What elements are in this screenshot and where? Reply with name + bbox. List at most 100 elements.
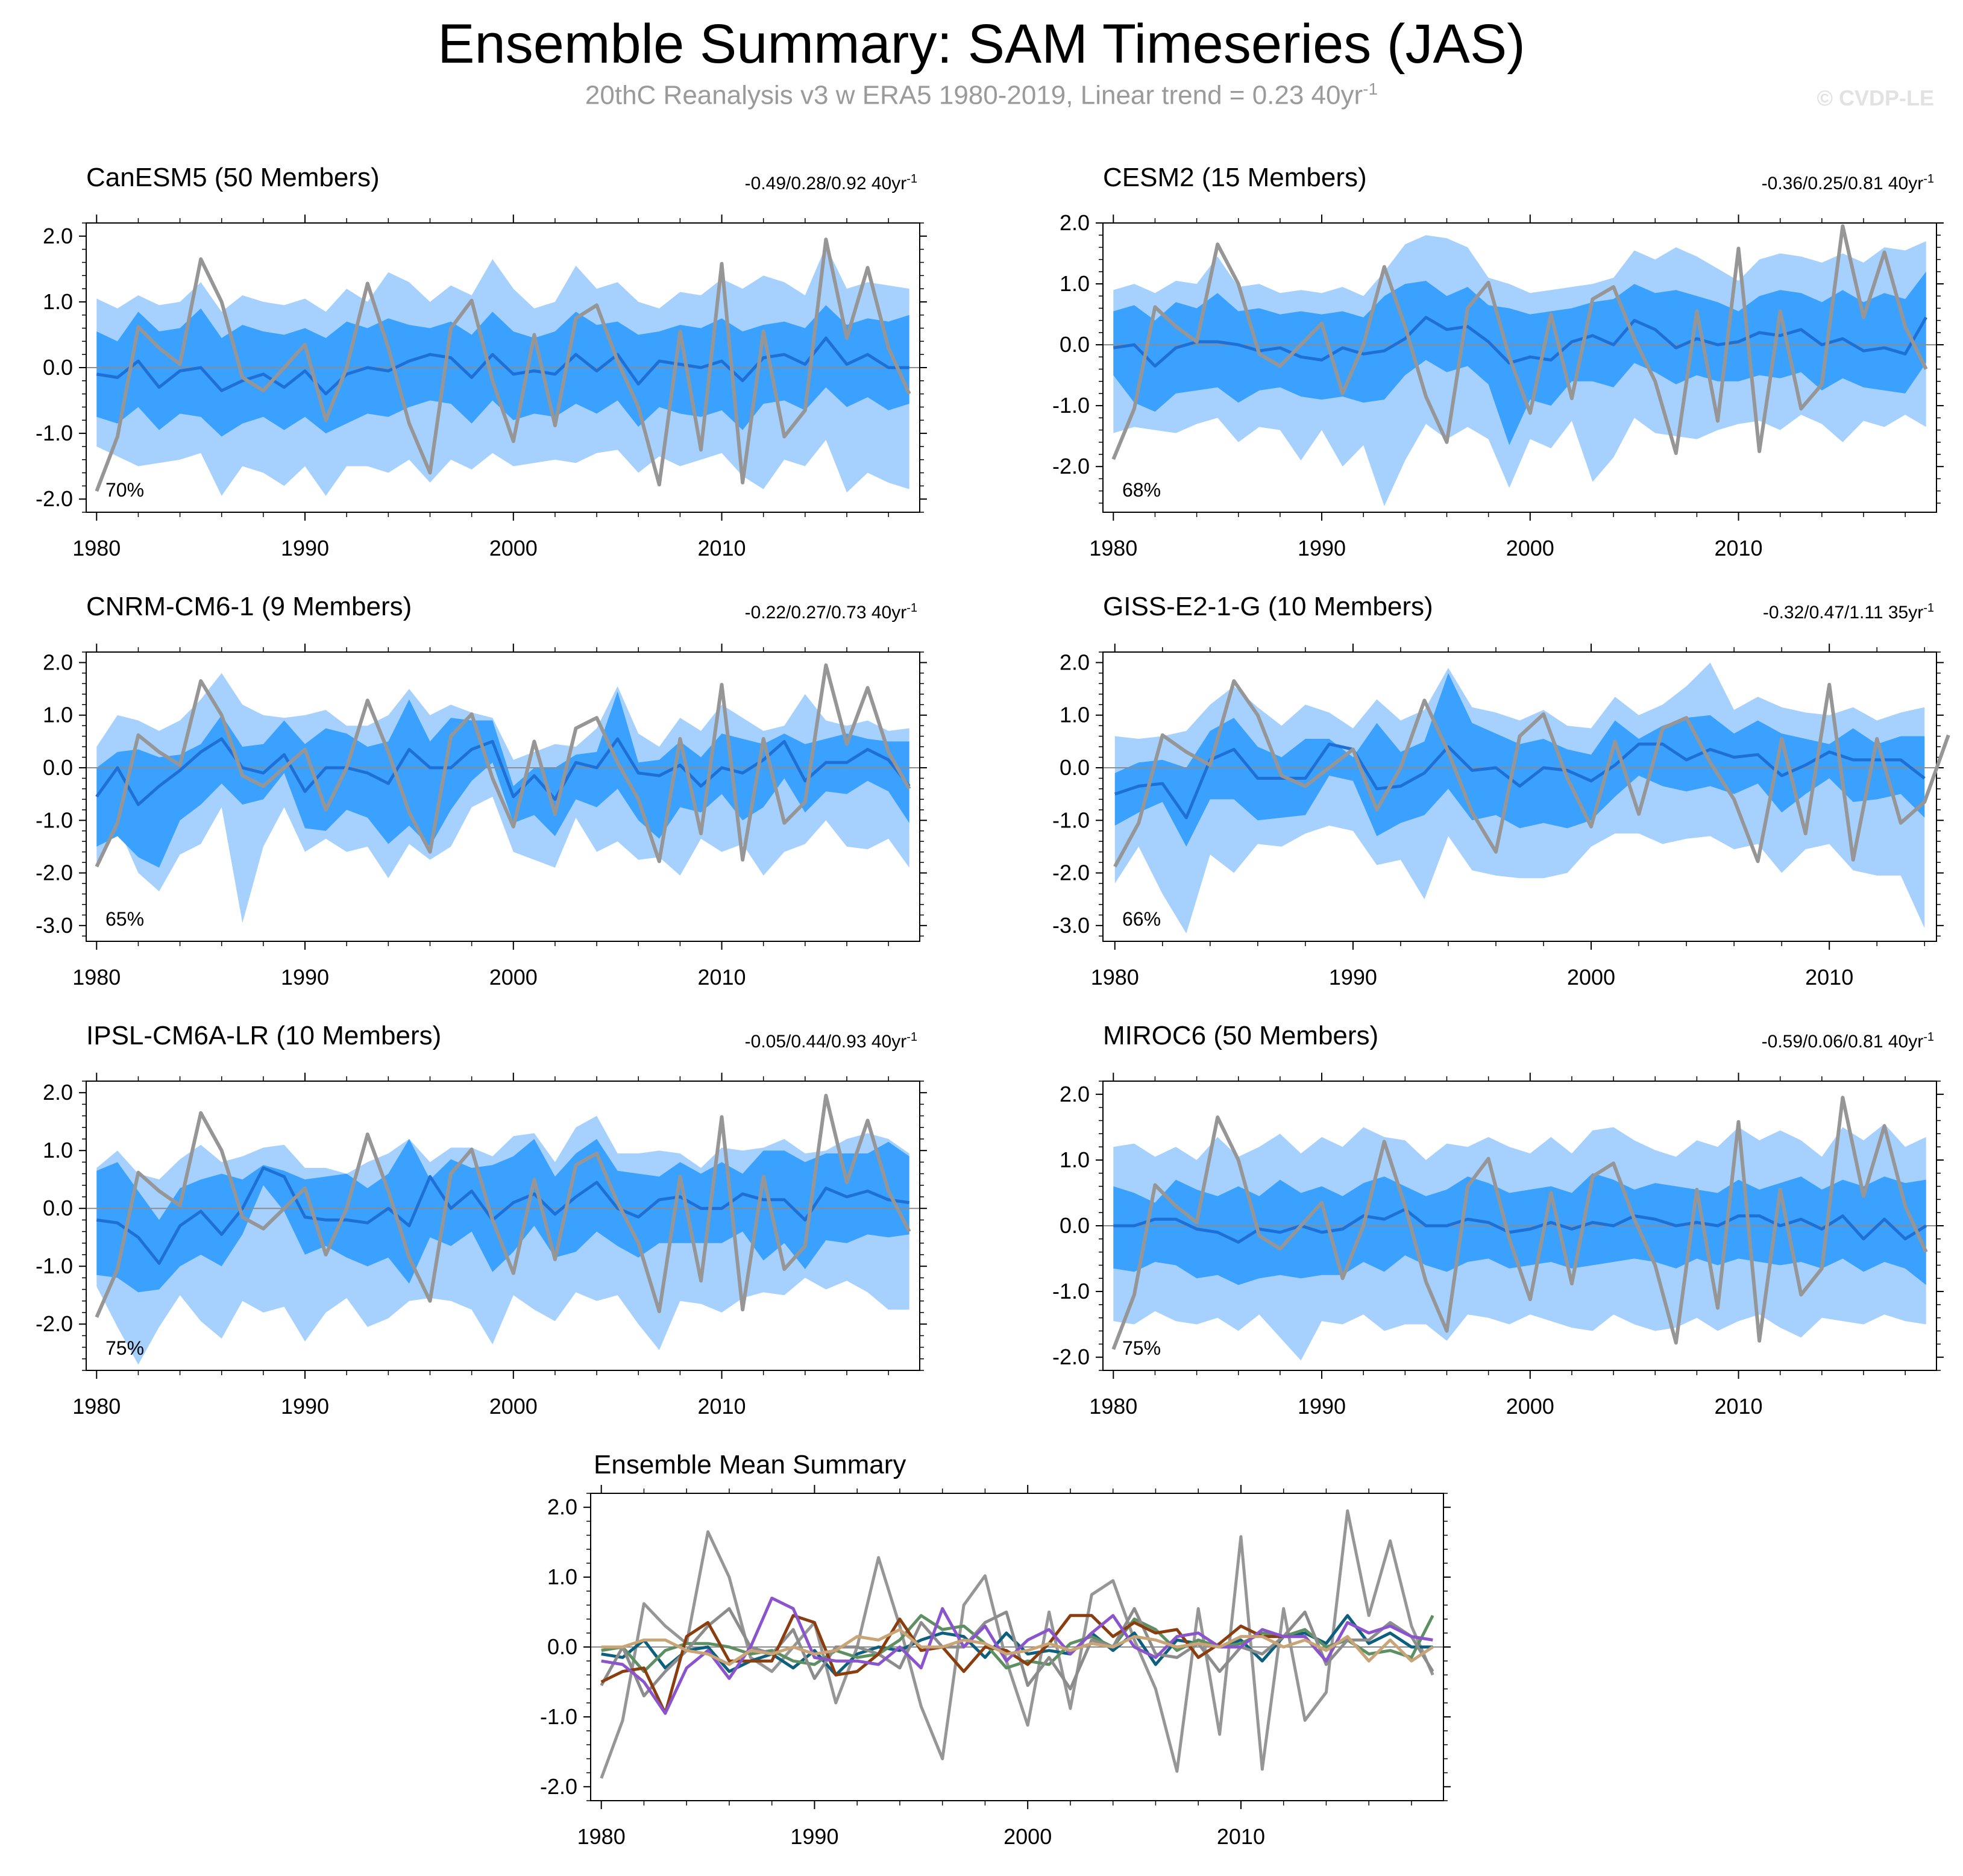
x-tick-label: 2000: [489, 965, 538, 990]
trend-text: -0.49/0.28/0.92 40yr: [744, 174, 907, 193]
ensemble-mean-line: [96, 336, 909, 396]
observed-line: [1113, 679, 1950, 868]
ensemble-mean-line: [96, 1166, 910, 1265]
ensemble-mean-line: [95, 737, 911, 806]
percent-label: 70%: [105, 479, 144, 501]
y-tick-label: -2.0: [36, 861, 73, 885]
observed-line: [95, 1094, 911, 1318]
y-tick-label: 0.0: [43, 755, 73, 780]
x-tick-label: 1980: [72, 536, 121, 560]
chart-giss: -3.0 -2.0 -1.0 0.0 1.0 2.0 1980 1990 2000 2010 66%: [1052, 644, 1950, 990]
watermark: © CVDP-LE: [1817, 86, 1934, 110]
ensemble-mean-line: [1113, 316, 1927, 368]
y-tick-label: 0.0: [1060, 332, 1090, 357]
observed-line: [1111, 224, 1928, 460]
x-tick-label: 1990: [281, 965, 329, 990]
trend-text: -0.22/0.27/0.73 40yr: [744, 603, 907, 623]
x-tick-label: 1990: [281, 1394, 329, 1419]
panel-title-ipsl: IPSL-CM6A-LR (10 Members): [86, 1021, 442, 1050]
trend-label-cesm2: -0.36/0.25/0.81 40yr-1: [1762, 172, 1934, 194]
inner-band: [96, 1139, 909, 1293]
x-tick-label: 2000: [489, 536, 538, 560]
series-line-cesm2: [601, 1614, 1434, 1674]
x-tick-label: 2010: [1217, 1824, 1265, 1849]
y-tick-label: 2.0: [1060, 210, 1090, 235]
plot-frame: [1102, 222, 1937, 513]
panel-title-cesm2: CESM2 (15 Members): [1103, 163, 1367, 192]
panel-title-giss: GISS-E2-1-G (10 Members): [1103, 592, 1433, 621]
y-tick-label: -3.0: [1052, 913, 1090, 938]
x-tick-label: 2000: [1506, 1394, 1554, 1419]
y-tick-label: -3.0: [36, 913, 73, 938]
plot-frame: [86, 1081, 920, 1371]
y-tick-label: -2.0: [36, 1311, 73, 1336]
trend-label-ipsl: -0.05/0.44/0.93 40yr-1: [745, 1031, 917, 1052]
y-tick-label: 0.0: [1060, 755, 1090, 780]
y-tick-label: 1.0: [1060, 703, 1090, 727]
y-tick-label: 2.0: [547, 1495, 577, 1519]
y-tick-label: -1.0: [36, 1253, 73, 1278]
trend-label-canesm5: -0.49/0.28/0.92 40yr-1: [745, 172, 917, 194]
x-tick-label: 1990: [790, 1824, 838, 1849]
y-tick-label: 1.0: [43, 703, 73, 727]
inner-band: [96, 691, 909, 868]
page-subtitle: 20thC Reanalysis v3 w ERA5 1980-2019, Li…: [0, 80, 1963, 111]
y-tick-label: 2.0: [43, 650, 73, 674]
chart-canesm5: -2.0 -1.0 0.0 1.0 2.0 1980 1990 2000 2010 70%: [36, 215, 927, 560]
panel-title-canesm5: CanESM5 (50 Members): [86, 163, 380, 192]
trend-sup: -1: [906, 1031, 917, 1044]
y-tick-label: 1.0: [547, 1564, 577, 1589]
y-tick-label: -1.0: [36, 808, 73, 832]
chart-cnrm: -3.0 -2.0 -1.0 0.0 1.0 2.0 1980 1990 2000 2010 65%: [36, 644, 927, 990]
y-tick-label: -1.0: [1052, 808, 1090, 832]
ensemble-mean-line: [1113, 1208, 1927, 1244]
observed-line: [1111, 1096, 1928, 1351]
mean-summary-title: Ensemble Mean Summary: [594, 1450, 906, 1479]
chart-cesm2: -2.0 -1.0 0.0 1.0 2.0 1980 1990 2000 2010 68%: [1052, 210, 1944, 560]
y-tick-label: 0.0: [43, 355, 73, 380]
chart-mean: -2.0 -1.0 0.0 1.0 2.0 1980 1990 2000 2010 Ensembl…: [540, 1450, 1451, 1849]
percent-label: 75%: [105, 1337, 144, 1359]
inner-band: [1114, 673, 1925, 847]
percent-label: 66%: [1122, 908, 1161, 930]
trend-text: -0.32/0.47/1.11 35yr: [1762, 603, 1924, 623]
percent-label: 68%: [1122, 479, 1161, 501]
y-tick-label: 1.0: [43, 1138, 73, 1162]
series-line-miroc6: [601, 1628, 1434, 1666]
y-tick-label: 2.0: [1060, 650, 1090, 674]
y-tick-label: -1.0: [540, 1704, 577, 1729]
x-tick-label: 2000: [1567, 965, 1615, 990]
y-tick-label: -1.0: [1052, 1279, 1090, 1303]
y-tick-label: -1.0: [1052, 393, 1090, 418]
subtitle-sup: -1: [1363, 80, 1378, 98]
panel-title-miroc6: MIROC6 (50 Members): [1103, 1021, 1379, 1050]
x-tick-label: 2010: [697, 1394, 746, 1419]
x-tick-label: 1990: [1298, 536, 1346, 560]
y-tick-label: -1.0: [36, 421, 73, 445]
series-line-20thc-reanalysis-v3-w-era5: [600, 1509, 1434, 1779]
y-tick-label: -2.0: [1052, 1344, 1090, 1369]
x-tick-label: 1980: [1089, 1394, 1137, 1419]
percent-label: 65%: [105, 908, 144, 930]
y-tick-label: 1.0: [1060, 271, 1090, 296]
x-tick-label: 2000: [489, 1394, 538, 1419]
y-tick-label: 2.0: [43, 224, 73, 248]
y-tick-label: -2.0: [36, 486, 73, 511]
y-tick-label: -2.0: [1052, 861, 1090, 885]
y-tick-label: 0.0: [43, 1196, 73, 1220]
x-tick-label: 2000: [1003, 1824, 1052, 1849]
y-tick-label: 2.0: [43, 1080, 73, 1105]
y-tick-label: -2.0: [540, 1774, 577, 1799]
x-tick-label: 1980: [577, 1824, 626, 1849]
percent-label: 75%: [1122, 1337, 1161, 1359]
x-tick-label: 1980: [1089, 536, 1137, 560]
y-tick-label: -2.0: [1052, 454, 1090, 478]
x-tick-label: 1980: [72, 965, 121, 990]
y-tick-label: 1.0: [1060, 1147, 1090, 1172]
x-tick-label: 2010: [697, 965, 746, 990]
trend-text: -0.36/0.25/0.81 40yr: [1761, 174, 1924, 193]
x-tick-label: 2010: [697, 536, 746, 560]
trend-label-giss: -0.32/0.47/1.11 35yr-1: [1763, 601, 1934, 623]
chart-miroc6: -2.0 -1.0 0.0 1.0 2.0 1980 1990 2000 2010 75%: [1052, 1073, 1944, 1419]
